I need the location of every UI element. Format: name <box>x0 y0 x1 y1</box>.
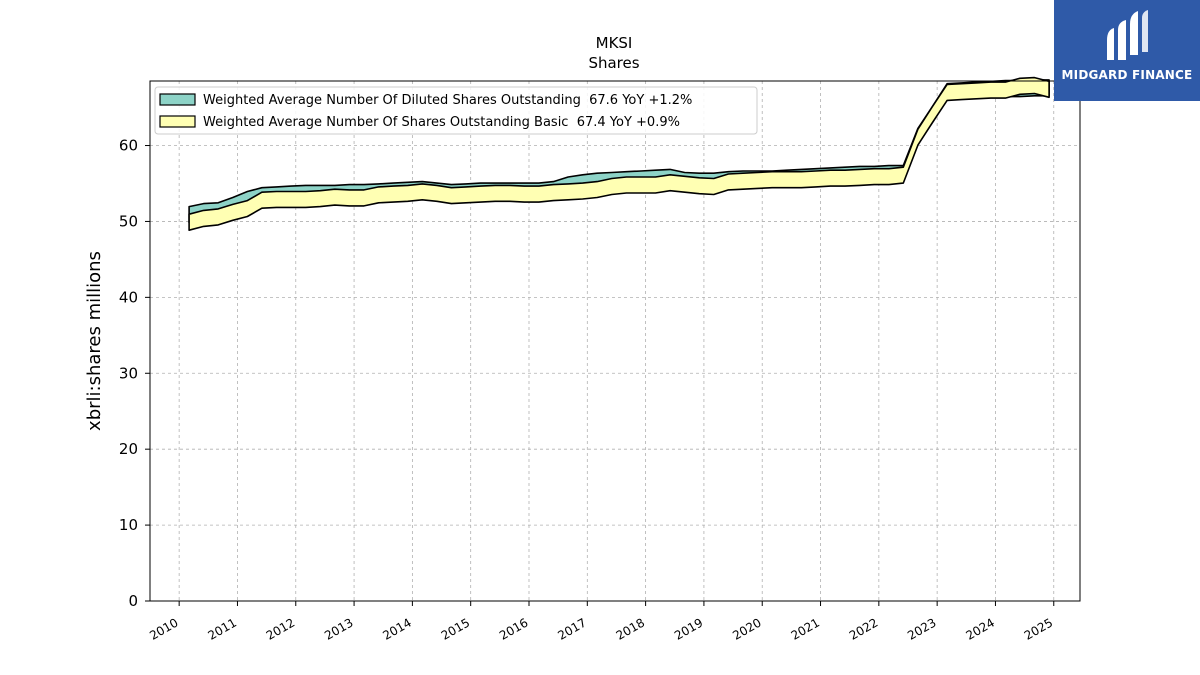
x-tick-label: 2025 <box>1022 615 1055 642</box>
y-tick-label: 0 <box>128 592 138 610</box>
x-tick-label: 2024 <box>964 615 997 642</box>
x-tick-label: 2020 <box>730 615 763 642</box>
y-tick-label: 60 <box>119 137 138 155</box>
legend-label-basic: Weighted Average Number Of Shares Outsta… <box>203 115 680 130</box>
logo-mark-icon <box>1107 10 1148 60</box>
y-tick-label: 30 <box>119 364 138 382</box>
x-tick-label: 2010 <box>147 615 180 642</box>
logo-text: MIDGARD FINANCE <box>1061 68 1193 82</box>
x-tick-label: 2013 <box>322 615 355 642</box>
legend-label-diluted: Weighted Average Number Of Diluted Share… <box>203 93 692 108</box>
y-tick-label: 40 <box>119 288 138 306</box>
x-tick-label: 2023 <box>905 615 938 642</box>
x-axis: 2010 2011 2012 2013 2014 2015 2016 2017 2018 2019… <box>147 601 1055 643</box>
legend-swatch-diluted <box>159 93 196 106</box>
series-basic-area <box>188 76 1050 231</box>
y-axis: 0 10 20 30 40 50 60 <box>119 137 150 610</box>
chart-title: MKSI <box>596 34 633 52</box>
x-tick-label: 2022 <box>847 615 880 642</box>
legend-box <box>154 86 758 135</box>
x-tick-label: 2015 <box>439 615 472 642</box>
x-tick-label: 2021 <box>789 615 822 642</box>
legend: Weighted Average Number Of Diluted Share… <box>154 86 758 135</box>
grid <box>150 81 1080 602</box>
y-tick-label: 10 <box>119 516 138 534</box>
x-tick-label: 2012 <box>264 615 297 642</box>
midgard-finance-logo: MIDGARD FINANCE <box>1054 0 1200 101</box>
x-tick-label: 2014 <box>380 615 413 642</box>
y-tick-label: 20 <box>119 440 138 458</box>
series-areas <box>188 76 1050 231</box>
legend-swatch-basic <box>159 115 196 128</box>
x-tick-label: 2017 <box>555 615 588 642</box>
x-tick-label: 2016 <box>497 615 530 642</box>
y-axis-label: xbrli:shares millions <box>84 251 105 431</box>
chart-subtitle: Shares <box>588 54 639 72</box>
x-tick-label: 2018 <box>614 615 647 642</box>
x-tick-label: 2011 <box>206 615 239 642</box>
x-tick-label: 2019 <box>672 615 705 642</box>
plot-frame <box>149 80 1081 602</box>
y-tick-label: 50 <box>119 212 138 230</box>
